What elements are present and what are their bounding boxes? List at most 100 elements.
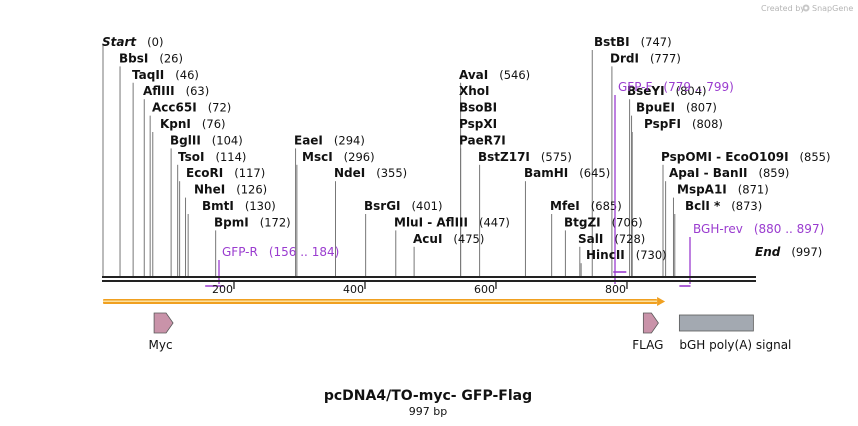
site-label-name: BstBI bbox=[594, 35, 630, 49]
snapgene-logo-icon bbox=[802, 4, 810, 12]
site-label-name: KpnI bbox=[160, 117, 191, 131]
site-label-position: (294) bbox=[334, 133, 365, 147]
site-label[interactable]: SalI (728) bbox=[578, 232, 645, 246]
map-subtitle: 997 bp bbox=[409, 405, 447, 418]
site-label[interactable]: BclI * (873) bbox=[685, 199, 762, 213]
site-label-position: (72) bbox=[208, 101, 232, 115]
site-label[interactable]: BpuEI (807) bbox=[636, 101, 717, 115]
site-label[interactable]: MspA1I (871) bbox=[677, 183, 769, 197]
primer-label[interactable]: GFP-F (779 .. 799) bbox=[618, 80, 734, 94]
site-label[interactable]: BsrGI (401) bbox=[364, 199, 442, 213]
orf-bar[interactable] bbox=[103, 297, 666, 306]
site-label-name: EcoRI bbox=[186, 166, 223, 180]
site-label[interactable]: Acc65I (72) bbox=[152, 101, 231, 115]
site-label[interactable]: NheI (126) bbox=[194, 183, 267, 197]
site-label-name: DrdI bbox=[610, 51, 639, 65]
site-label[interactable]: BglII (104) bbox=[170, 133, 243, 147]
site-label-start[interactable]: Start (0) bbox=[102, 35, 163, 49]
site-label-position: (355) bbox=[376, 166, 407, 180]
site-label-position: (117) bbox=[234, 166, 265, 180]
site-label[interactable]: AvaI (546) bbox=[459, 68, 530, 82]
site-label-name: NheI bbox=[194, 183, 225, 197]
site-label-name: MscI bbox=[302, 150, 333, 164]
primer-label-position: (156 .. 184) bbox=[269, 245, 339, 259]
primer-annotations: GFP-R (156 .. 184) GFP-F (779 .. 799) BGH-re… bbox=[205, 80, 824, 287]
site-label-position: (447) bbox=[479, 215, 510, 229]
site-label-position: (104) bbox=[212, 133, 243, 147]
site-label[interactable]: BpmI (172) bbox=[214, 215, 291, 229]
site-label-position: (730) bbox=[636, 248, 667, 262]
feature-label: FLAG bbox=[632, 338, 663, 352]
feature-myc[interactable]: Myc bbox=[149, 312, 174, 352]
site-label-position: (747) bbox=[641, 35, 672, 49]
site-label[interactable]: PspFI (808) bbox=[644, 117, 723, 131]
site-label[interactable]: MscI (296) bbox=[302, 150, 375, 164]
site-label-name: BclI * bbox=[685, 199, 721, 213]
site-label[interactable]: BamHI (645) bbox=[524, 166, 610, 180]
site-label[interactable]: EcoRI (117) bbox=[186, 166, 265, 180]
site-label-position: (172) bbox=[260, 215, 291, 229]
site-label[interactable]: NdeI (355) bbox=[334, 166, 407, 180]
feature-flag[interactable]: FLAG bbox=[632, 312, 663, 352]
site-label[interactable]: DrdI (777) bbox=[610, 51, 681, 65]
site-label-name: MspA1I bbox=[677, 183, 727, 197]
site-label[interactable]: TsoI (114) bbox=[178, 150, 246, 164]
site-label-name: BglII bbox=[170, 133, 201, 147]
site-label[interactable]: BtgZI (706) bbox=[564, 215, 643, 229]
feature-label: Myc bbox=[149, 338, 173, 352]
dna-backbone bbox=[102, 276, 756, 282]
site-label-position: (871) bbox=[738, 183, 769, 197]
site-label-position: (804) bbox=[676, 84, 707, 98]
site-label[interactable]: BsoBI bbox=[459, 101, 497, 115]
feature-bgh-poly-a-signal[interactable]: bGH poly(A) signal bbox=[678, 314, 791, 352]
site-label[interactable]: PspOMI - EcoO109I (855) bbox=[661, 150, 830, 164]
site-label[interactable]: PspXI bbox=[459, 117, 497, 131]
site-label[interactable]: AcuI (475) bbox=[413, 232, 484, 246]
site-label[interactable]: TaqII (46) bbox=[132, 68, 199, 82]
site-label-position: (76) bbox=[202, 117, 226, 131]
site-label[interactable]: BseYI (804) bbox=[627, 84, 707, 98]
site-label[interactable]: EaeI (294) bbox=[294, 133, 365, 147]
primer-label-name: GFP-F bbox=[618, 80, 653, 94]
site-label-position: (401) bbox=[412, 199, 443, 213]
primer-label[interactable]: GFP-R (156 .. 184) bbox=[222, 245, 339, 259]
site-label-name: BsoBI bbox=[459, 101, 497, 115]
primer-label[interactable]: BGH-rev (880 .. 897) bbox=[693, 222, 824, 236]
site-label[interactable]: MluI - AflIII (447) bbox=[394, 215, 510, 229]
site-label[interactable]: XhoI bbox=[459, 84, 490, 98]
cut-site-lines bbox=[102, 46, 676, 276]
site-label-position: (475) bbox=[453, 232, 484, 246]
site-label-name: BtgZI bbox=[564, 215, 601, 229]
site-label-name: BstZ17I bbox=[478, 150, 530, 164]
site-label-position: (685) bbox=[591, 199, 622, 213]
ruler-tick-label: 400 bbox=[343, 283, 364, 296]
site-label-position: (575) bbox=[541, 150, 572, 164]
site-label-name: PaeR7I bbox=[459, 133, 506, 147]
site-label[interactable]: PaeR7I bbox=[459, 133, 506, 147]
site-label[interactable]: MfeI (685) bbox=[550, 199, 622, 213]
site-label[interactable]: BbsI (26) bbox=[119, 51, 183, 65]
site-label-name: Acc65I bbox=[152, 101, 197, 115]
primer-label-name: BGH-rev bbox=[693, 222, 743, 236]
site-label-name: XhoI bbox=[459, 84, 490, 98]
site-label-position: (46) bbox=[175, 68, 199, 82]
feature-box bbox=[678, 314, 754, 332]
ruler-tick-label: 600 bbox=[474, 283, 495, 296]
site-label[interactable]: AflIII (63) bbox=[143, 84, 209, 98]
site-label[interactable]: BmtI (130) bbox=[202, 199, 276, 213]
site-label-position: (130) bbox=[245, 199, 276, 213]
site-label[interactable]: HincII (730) bbox=[586, 248, 667, 262]
site-label-position: (296) bbox=[344, 150, 375, 164]
site-label-name: TaqII bbox=[132, 68, 164, 82]
site-label-position: (126) bbox=[236, 183, 267, 197]
site-label[interactable]: KpnI (76) bbox=[160, 117, 226, 131]
site-label-position: (859) bbox=[759, 166, 790, 180]
site-label-end[interactable]: End (997) bbox=[755, 245, 822, 259]
site-label-name: PspXI bbox=[459, 117, 497, 131]
site-label-name: SalI bbox=[578, 232, 603, 246]
feature-arrow bbox=[642, 312, 659, 334]
site-label[interactable]: BstBI (747) bbox=[594, 35, 672, 49]
site-label[interactable]: ApaI - BanII (859) bbox=[669, 166, 789, 180]
site-label-name: BsrGI bbox=[364, 199, 401, 213]
site-label[interactable]: BstZ17I (575) bbox=[478, 150, 572, 164]
